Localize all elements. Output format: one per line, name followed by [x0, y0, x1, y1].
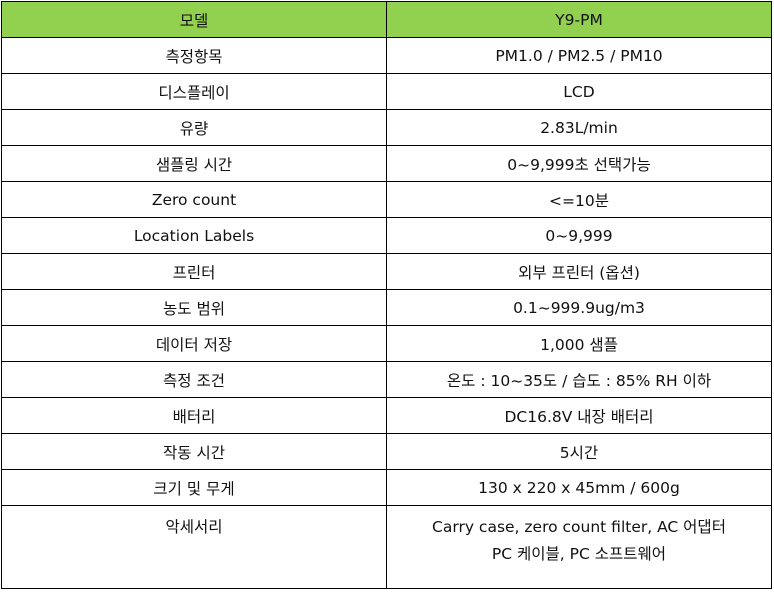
- spec-row: 샘플링 시간 0~9,999초 선택가능: [1, 145, 772, 182]
- header-label: 모델: [1, 1, 387, 38]
- spec-label: 측정항목: [1, 37, 387, 74]
- header-value: Y9-PM: [386, 1, 772, 38]
- spec-row: 크기 및 무게 130 x 220 x 45mm / 600g: [1, 469, 772, 506]
- spec-label: 측정 조건: [1, 361, 387, 398]
- spec-value: 0~9,999초 선택가능: [386, 145, 772, 182]
- spec-label: 농도 범위: [1, 289, 387, 326]
- spec-value: Carry case, zero count filter, AC 어댑터 PC …: [386, 505, 772, 589]
- spec-value: <=10분: [386, 181, 772, 218]
- spec-row: 유량 2.83L/min: [1, 109, 772, 146]
- spec-row: 측정 조건 온도 : 10~35도 / 습도 : 85% RH 이하: [1, 361, 772, 398]
- spec-label: 샘플링 시간: [1, 145, 387, 182]
- spec-value: 온도 : 10~35도 / 습도 : 85% RH 이하: [386, 361, 772, 398]
- spec-label: 크기 및 무게: [1, 469, 387, 506]
- spec-value: 2.83L/min: [386, 109, 772, 146]
- spec-value: DC16.8V 내장 배터리: [386, 397, 772, 434]
- spec-value: 0~9,999: [386, 217, 772, 254]
- spec-label: 작동 시간: [1, 433, 387, 470]
- spec-value-line: PC 케이블, PC 소프트웨어: [491, 545, 667, 563]
- spec-value: 0.1~999.9ug/m3: [386, 289, 772, 326]
- spec-row: 프린터 외부 프린터 (옵션): [1, 253, 772, 290]
- spec-row: 디스플레이 LCD: [1, 73, 772, 110]
- spec-label: Location Labels: [1, 217, 387, 254]
- header-row: 모델 Y9-PM: [1, 1, 772, 38]
- spec-value: 1,000 샘플: [386, 325, 772, 362]
- spec-value: PM1.0 / PM2.5 / PM10: [386, 37, 772, 74]
- spec-row: 측정항목 PM1.0 / PM2.5 / PM10: [1, 37, 772, 74]
- spec-row: 악세서리 Carry case, zero count filter, AC 어댑…: [1, 505, 772, 589]
- spec-value: LCD: [386, 73, 772, 110]
- spec-row: Location Labels 0~9,999: [1, 217, 772, 254]
- spec-row: 농도 범위 0.1~999.9ug/m3: [1, 289, 772, 326]
- spec-value: 외부 프린터 (옵션): [386, 253, 772, 290]
- spec-label: 악세서리: [1, 505, 387, 589]
- spec-row: 배터리 DC16.8V 내장 배터리: [1, 397, 772, 434]
- spec-label: 배터리: [1, 397, 387, 434]
- spec-label: Zero count: [1, 181, 387, 218]
- spec-value: 5시간: [386, 433, 772, 470]
- spec-label: 디스플레이: [1, 73, 387, 110]
- spec-row: 작동 시간 5시간: [1, 433, 772, 470]
- spec-value-line: Carry case, zero count filter, AC 어댑터: [432, 518, 726, 536]
- spec-label: 데이터 저장: [1, 325, 387, 362]
- spec-label: 유량: [1, 109, 387, 146]
- spec-label: 프린터: [1, 253, 387, 290]
- spec-row: 데이터 저장 1,000 샘플: [1, 325, 772, 362]
- spec-value: 130 x 220 x 45mm / 600g: [386, 469, 772, 506]
- spec-row: Zero count <=10분: [1, 181, 772, 218]
